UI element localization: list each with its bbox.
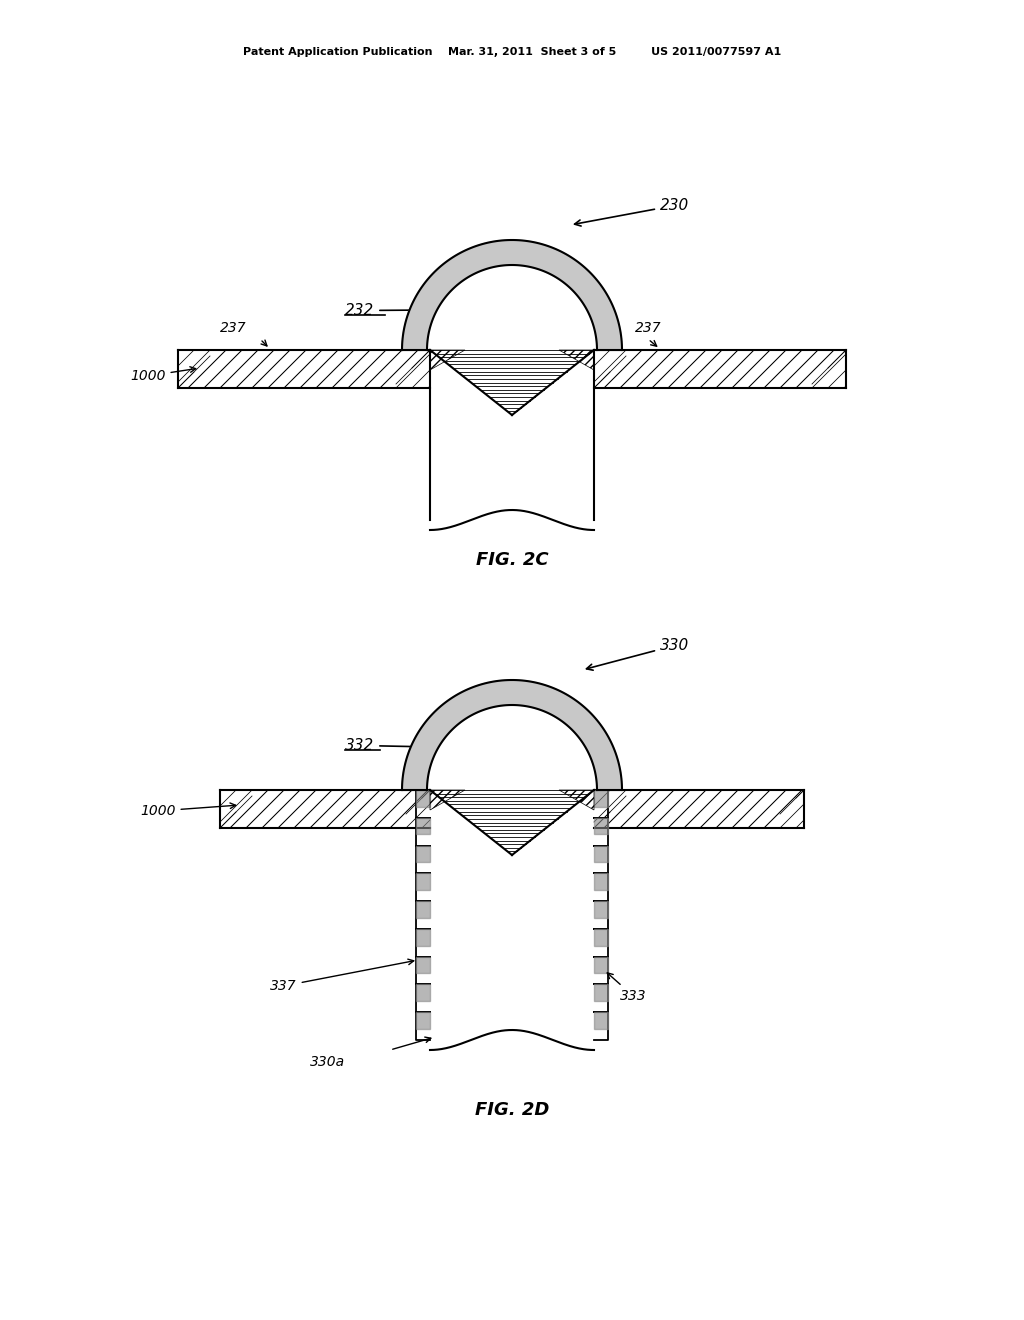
Text: FIG. 2D: FIG. 2D: [475, 1101, 549, 1119]
Polygon shape: [594, 985, 608, 1001]
Polygon shape: [416, 929, 430, 945]
Polygon shape: [416, 846, 430, 862]
Polygon shape: [416, 1012, 430, 1028]
Polygon shape: [594, 874, 608, 890]
Polygon shape: [416, 957, 430, 973]
Polygon shape: [594, 957, 608, 973]
Polygon shape: [416, 818, 430, 834]
Text: 237: 237: [220, 321, 247, 335]
Polygon shape: [416, 985, 430, 1001]
Polygon shape: [594, 1012, 608, 1028]
Polygon shape: [416, 902, 430, 917]
Text: 337: 337: [270, 960, 414, 993]
Polygon shape: [402, 240, 622, 350]
Text: FIG. 2C: FIG. 2C: [476, 550, 548, 569]
Polygon shape: [594, 846, 608, 862]
Text: 230: 230: [574, 198, 689, 226]
Text: 232: 232: [345, 304, 427, 318]
Text: 332: 332: [345, 738, 432, 752]
Text: 1000: 1000: [130, 367, 196, 383]
Text: 330: 330: [587, 638, 689, 671]
Polygon shape: [416, 789, 430, 807]
Text: 330a: 330a: [310, 1055, 345, 1069]
Polygon shape: [594, 789, 608, 807]
Polygon shape: [402, 680, 622, 789]
Polygon shape: [416, 874, 430, 890]
Text: 1000: 1000: [140, 803, 236, 818]
Polygon shape: [594, 929, 608, 945]
Text: 333: 333: [607, 973, 646, 1003]
Polygon shape: [594, 902, 608, 917]
Text: Patent Application Publication    Mar. 31, 2011  Sheet 3 of 5         US 2011/00: Patent Application Publication Mar. 31, …: [243, 48, 781, 57]
Polygon shape: [594, 818, 608, 834]
Text: 237: 237: [635, 321, 662, 335]
